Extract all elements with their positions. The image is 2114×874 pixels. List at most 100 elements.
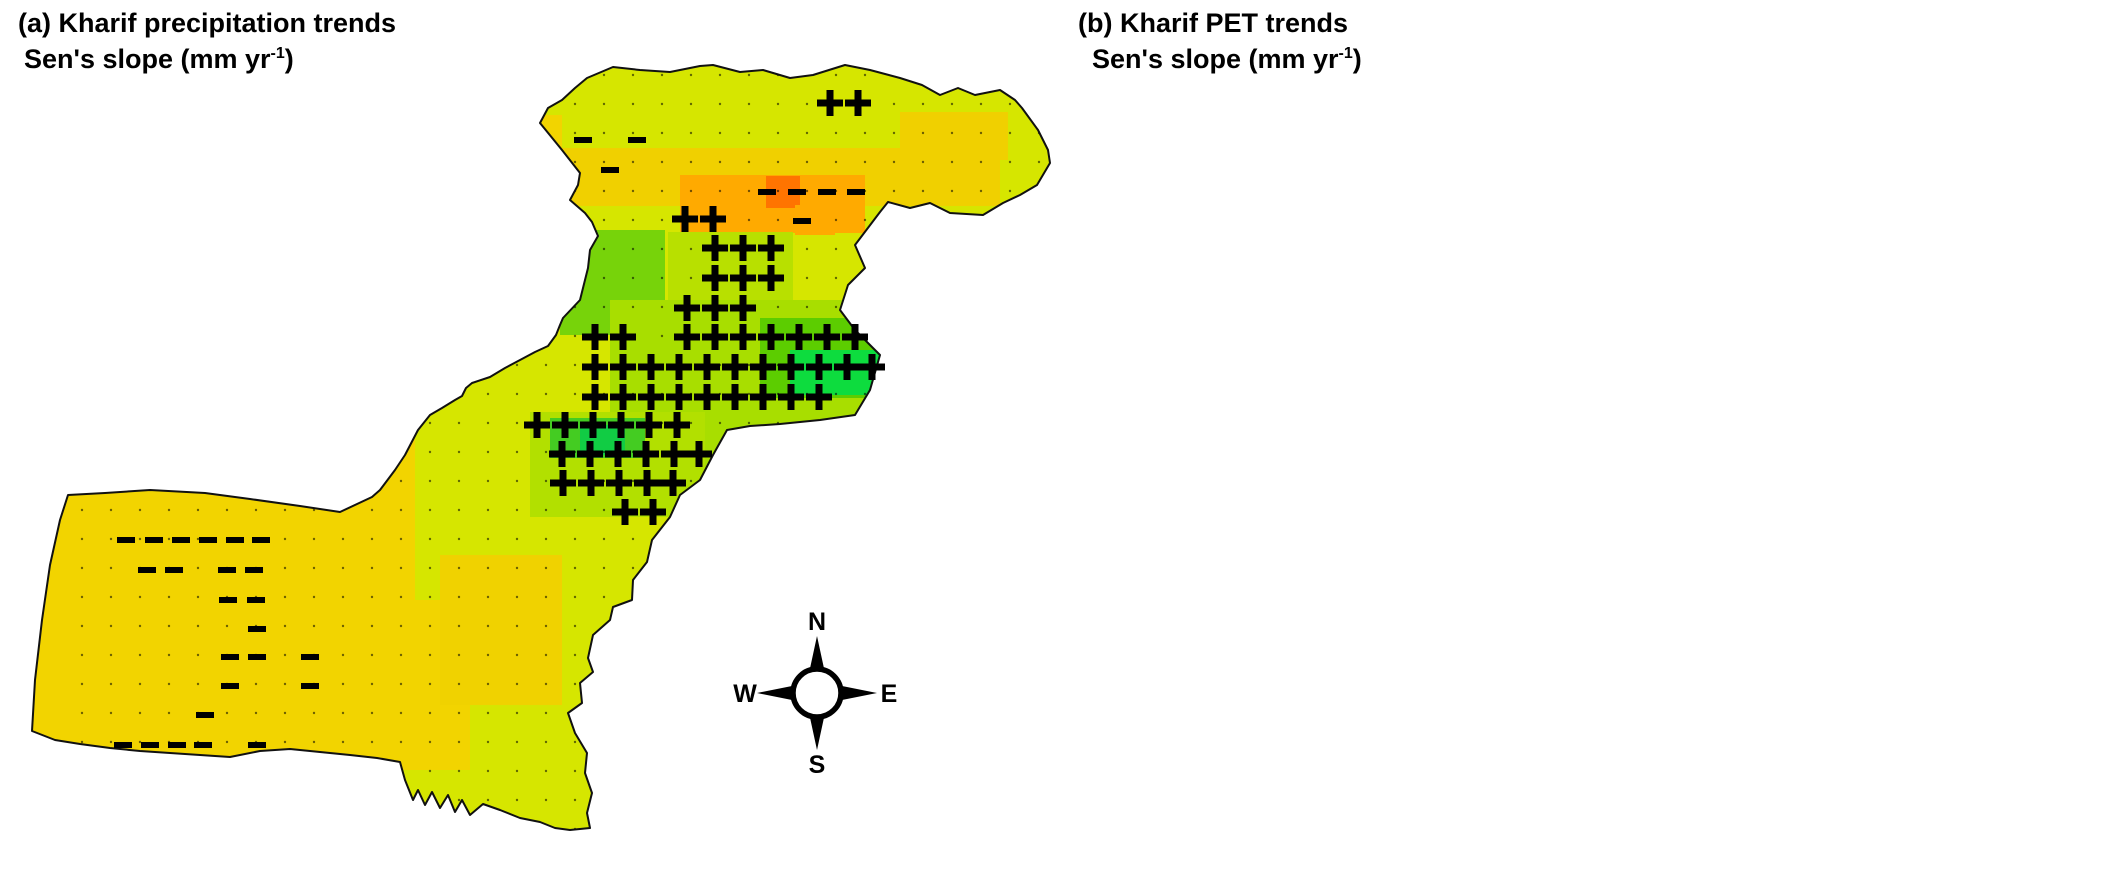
plus-marker	[868, 354, 876, 380]
plus-marker	[647, 354, 655, 380]
compass-label-north: N	[808, 608, 826, 636]
panel-b-legend-title: Sen's slope (mm yr-1)	[1092, 44, 1362, 75]
plus-marker	[669, 470, 677, 496]
minus-marker	[138, 567, 156, 573]
minus-marker	[788, 189, 806, 195]
plus-marker	[670, 441, 678, 467]
plus-marker	[643, 470, 651, 496]
compass-label-east: E	[881, 680, 898, 708]
plus-marker	[854, 90, 862, 116]
minus-marker	[628, 137, 646, 143]
plus-marker	[759, 384, 767, 410]
panel-b-title: (b) Kharif PET trends	[1078, 8, 1349, 38]
plus-marker	[586, 441, 594, 467]
minus-marker	[172, 537, 190, 543]
minus-marker	[847, 189, 865, 195]
minus-marker	[194, 742, 212, 748]
minus-marker	[114, 742, 132, 748]
plus-marker	[815, 384, 823, 410]
panel-a-legend-title-sup: -1	[270, 45, 285, 62]
trend-markers-a	[114, 90, 885, 748]
country-outline	[31, 64, 1051, 831]
plus-marker	[587, 470, 595, 496]
plus-marker	[739, 295, 747, 321]
minus-marker	[199, 537, 217, 543]
minus-marker	[218, 567, 236, 573]
plus-marker	[621, 499, 629, 525]
map-panel-a: N S W E	[31, 64, 1051, 831]
minus-marker	[221, 654, 239, 660]
plus-marker	[823, 324, 831, 350]
minus-marker	[221, 683, 239, 689]
plus-marker	[731, 384, 739, 410]
plus-marker	[711, 235, 719, 261]
plus-marker	[739, 265, 747, 291]
plus-marker	[711, 295, 719, 321]
plus-marker	[591, 384, 599, 410]
minus-marker	[196, 712, 214, 718]
plus-marker	[673, 412, 681, 438]
panel-a-legend-title-suffix: )	[284, 44, 294, 74]
plus-marker	[675, 354, 683, 380]
panel-b-legend-title-suffix: )	[1352, 44, 1362, 74]
minus-marker	[793, 218, 811, 224]
plus-marker	[767, 324, 775, 350]
minus-marker	[252, 537, 270, 543]
plus-marker	[645, 412, 653, 438]
plus-marker	[695, 441, 703, 467]
plus-marker	[683, 324, 691, 350]
plus-marker	[711, 265, 719, 291]
minus-marker	[226, 537, 244, 543]
minus-marker	[219, 597, 237, 603]
minus-marker	[117, 537, 135, 543]
minus-marker	[245, 567, 263, 573]
minus-marker	[818, 189, 836, 195]
minus-marker	[141, 742, 159, 748]
plus-marker	[591, 324, 599, 350]
plus-marker	[649, 499, 657, 525]
plus-marker	[675, 384, 683, 410]
plus-marker	[589, 412, 597, 438]
plus-marker	[767, 235, 775, 261]
panel-b-legend-title-sup: -1	[1338, 45, 1353, 62]
minus-marker	[248, 742, 266, 748]
plus-marker	[615, 470, 623, 496]
plus-marker	[619, 354, 627, 380]
plus-marker	[617, 412, 625, 438]
minus-marker	[247, 597, 265, 603]
minus-marker	[145, 537, 163, 543]
plus-marker	[787, 384, 795, 410]
plus-marker	[731, 354, 739, 380]
plus-marker	[826, 90, 834, 116]
minus-marker	[301, 683, 319, 689]
minus-marker	[168, 742, 186, 748]
plus-marker	[619, 324, 627, 350]
plus-marker	[558, 441, 566, 467]
plus-marker	[561, 412, 569, 438]
minus-marker	[601, 167, 619, 173]
plus-marker	[703, 354, 711, 380]
panel-a-legend-title: Sen's slope (mm yr-1)	[24, 44, 294, 75]
minus-marker	[758, 189, 776, 195]
plus-marker	[647, 384, 655, 410]
plus-marker	[739, 324, 747, 350]
compass-circle	[790, 666, 844, 720]
plus-marker	[759, 354, 767, 380]
plus-marker	[533, 412, 541, 438]
plus-marker	[739, 235, 747, 261]
plus-marker	[642, 441, 650, 467]
plus-marker	[703, 384, 711, 410]
plus-marker	[683, 295, 691, 321]
plus-marker	[767, 265, 775, 291]
panel-a-legend-title-text: Sen's slope (mm yr	[24, 44, 271, 74]
compass-label-west: W	[733, 680, 757, 708]
minus-marker	[301, 654, 319, 660]
plus-marker	[815, 354, 823, 380]
compass-rose: N S W E	[733, 608, 897, 779]
plus-marker	[559, 470, 567, 496]
minus-marker	[165, 567, 183, 573]
plus-marker	[843, 354, 851, 380]
plus-marker	[619, 384, 627, 410]
